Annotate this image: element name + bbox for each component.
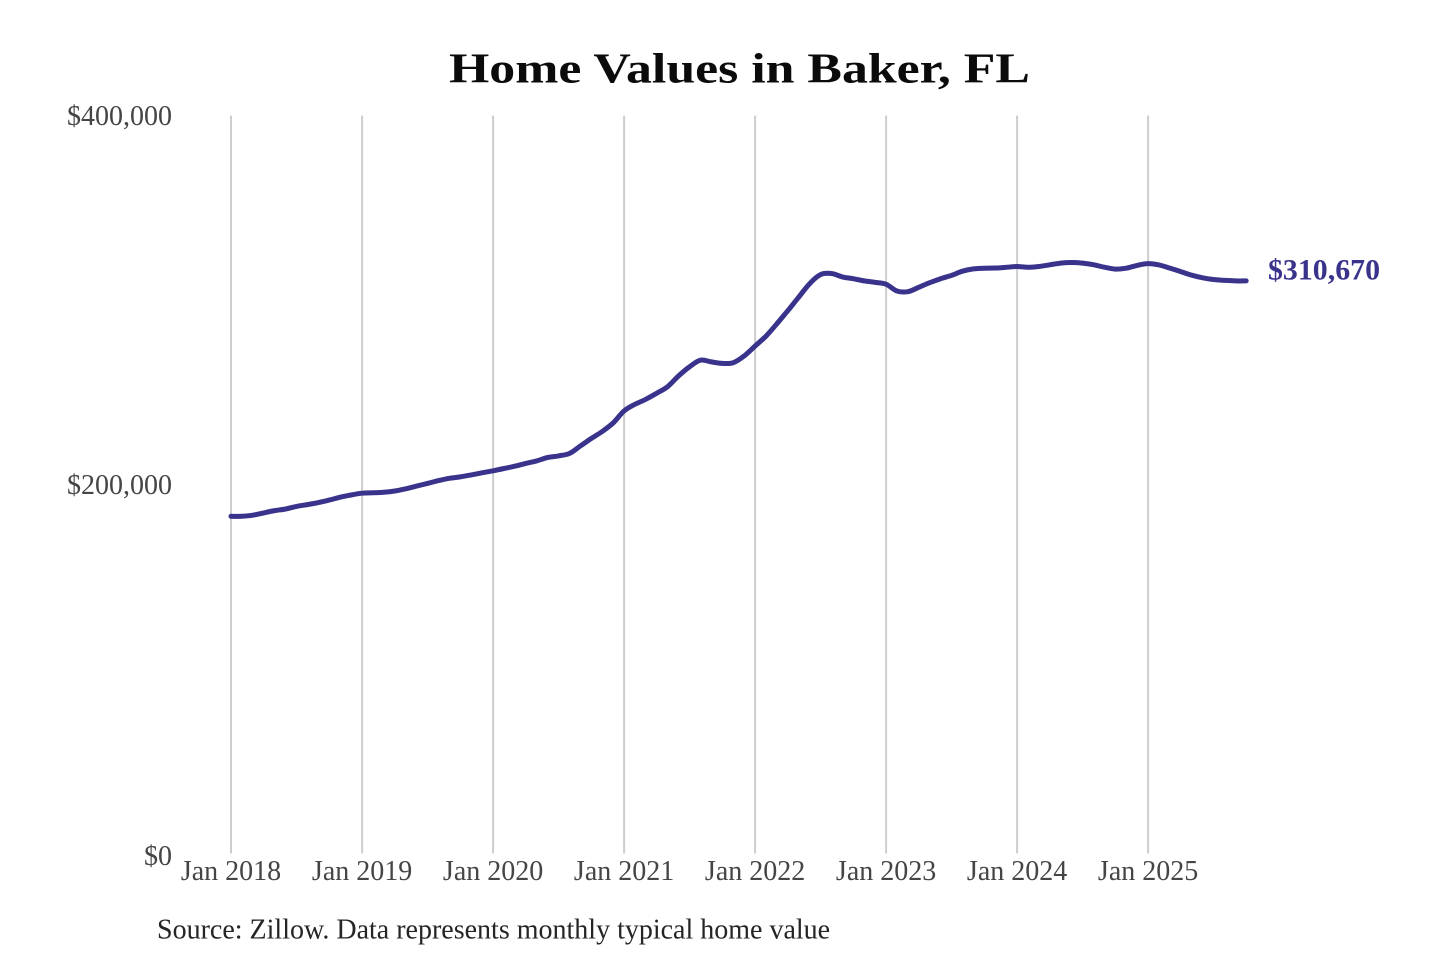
svg-text:$400,000: $400,000 bbox=[67, 101, 172, 132]
svg-text:$200,000: $200,000 bbox=[67, 470, 172, 501]
svg-text:Jan 2021: Jan 2021 bbox=[574, 856, 674, 887]
svg-text:Home Values in Baker, FL: Home Values in Baker, FL bbox=[449, 47, 1030, 93]
svg-text:Jan 2025: Jan 2025 bbox=[1098, 856, 1198, 887]
svg-text:Jan 2024: Jan 2024 bbox=[967, 856, 1067, 887]
svg-text:Jan 2023: Jan 2023 bbox=[836, 856, 936, 887]
svg-text:$310,670: $310,670 bbox=[1268, 254, 1380, 287]
svg-text:Jan 2019: Jan 2019 bbox=[312, 856, 412, 887]
svg-text:$0: $0 bbox=[144, 841, 172, 872]
svg-text:Jan 2022: Jan 2022 bbox=[705, 856, 805, 887]
svg-text:Jan 2018: Jan 2018 bbox=[181, 856, 281, 887]
svg-text:Source: Zillow. Data represent: Source: Zillow. Data represents monthly … bbox=[157, 914, 830, 945]
svg-text:Jan 2020: Jan 2020 bbox=[443, 856, 543, 887]
